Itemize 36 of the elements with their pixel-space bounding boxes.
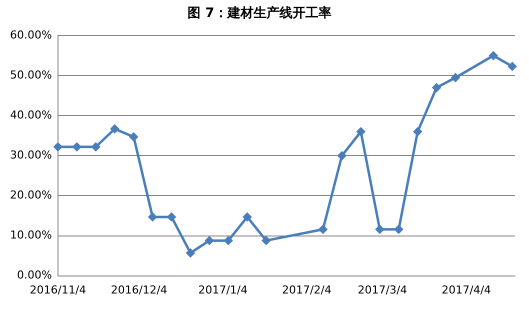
y-tick-label: 40.00%	[10, 108, 52, 122]
x-tick-label: 2017/1/4	[198, 283, 248, 296]
point	[262, 236, 271, 246]
x-tick-label: 2016/11/4	[30, 283, 86, 296]
point	[91, 142, 100, 152]
point	[242, 212, 252, 222]
point	[394, 224, 404, 234]
point	[318, 224, 328, 234]
point	[224, 236, 233, 246]
point	[413, 127, 422, 136]
x-tick-label: 2017/2/4	[282, 283, 332, 296]
point	[72, 142, 82, 152]
point	[110, 124, 120, 134]
x-tick-label: 2017/4/4	[442, 283, 492, 296]
chart-title: 图 7：建材生产线开工率	[188, 5, 332, 22]
point	[508, 62, 517, 71]
point	[432, 83, 442, 92]
point	[204, 236, 214, 246]
point	[186, 248, 195, 258]
x-tick-label: 2016/12/4	[110, 283, 168, 296]
point	[148, 212, 158, 222]
y-tick-label: 0.00%	[16, 268, 52, 282]
point	[337, 151, 346, 160]
y-tick-label: 10.00%	[10, 228, 52, 242]
point	[488, 51, 498, 60]
point	[375, 224, 384, 234]
point	[451, 73, 460, 82]
point	[356, 127, 366, 136]
y-tick-label: 30.00%	[10, 148, 52, 162]
y-tick-label: 50.00%	[10, 68, 52, 82]
point	[129, 132, 138, 142]
point	[53, 142, 62, 152]
y-tick-label: 60.00%	[10, 28, 52, 42]
y-tick-label: 20.00%	[10, 188, 52, 202]
x-tick-label: 2017/3/4	[358, 283, 408, 296]
point	[167, 212, 176, 222]
